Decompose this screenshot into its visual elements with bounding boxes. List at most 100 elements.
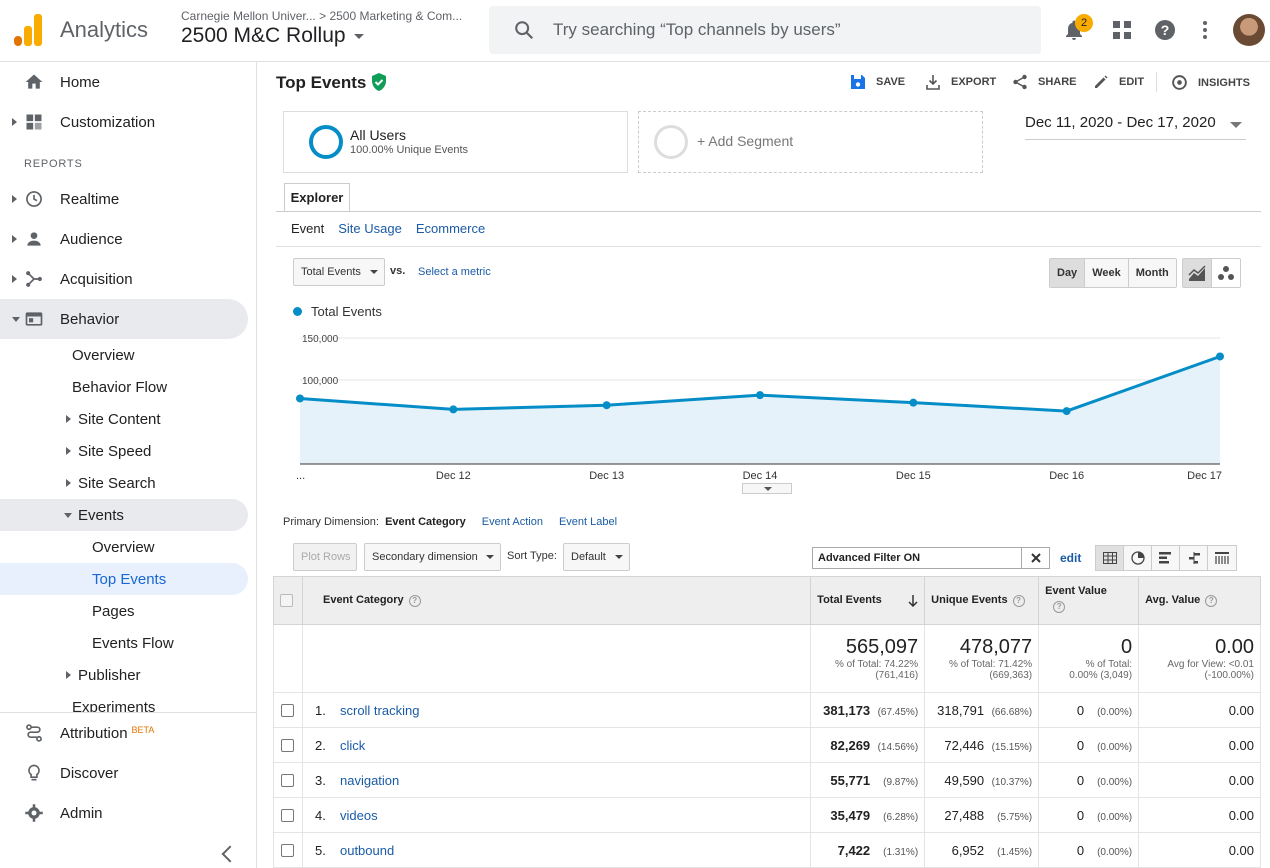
sidebar-item-attribution[interactable]: Attribution BETA	[0, 713, 248, 753]
row-checkbox[interactable]	[281, 704, 295, 718]
select-all-checkbox[interactable]	[280, 594, 293, 607]
pivot-view-icon[interactable]	[1208, 546, 1236, 570]
sidebar-item-home[interactable]: Home	[0, 62, 248, 102]
data-point[interactable]	[909, 398, 918, 407]
analytics-logo-icon[interactable]	[14, 14, 44, 46]
primary-dimension-event-action[interactable]: Event Action	[481, 516, 543, 528]
sidebar-item-acquisition[interactable]: Acquisition	[0, 259, 248, 299]
header-label: Event Value	[1045, 585, 1107, 597]
table-view-icon[interactable]	[1096, 546, 1124, 570]
clear-filter-icon[interactable]	[1021, 548, 1049, 568]
week-button[interactable]: Week	[1085, 259, 1129, 287]
sidebar-item-discover[interactable]: Discover	[0, 753, 248, 793]
row-value-percent: (0.00%)	[1097, 741, 1133, 753]
search-input[interactable]	[553, 6, 1013, 54]
line-chart-icon[interactable]	[1183, 259, 1212, 287]
subtab-site-usage[interactable]: Site Usage	[338, 221, 402, 236]
header-event-category[interactable]: Event Category?	[301, 576, 812, 625]
row-category-link[interactable]: navigation	[339, 772, 400, 788]
tab-explorer[interactable]: Explorer	[284, 183, 350, 212]
select-metric-link[interactable]: Select a metric	[418, 266, 491, 278]
share-button[interactable]: SHARE	[1012, 74, 1077, 90]
collapse-sidebar-icon[interactable]	[221, 845, 239, 863]
sidebar-item-top-events[interactable]: Top Events	[0, 563, 248, 595]
sort-type-select[interactable]: Default	[563, 543, 630, 571]
export-button[interactable]: EXPORT	[925, 74, 996, 90]
month-button[interactable]: Month	[1128, 259, 1176, 287]
primary-dimension-event-label[interactable]: Event Label	[558, 516, 618, 528]
subtab-event[interactable]: Event	[291, 221, 325, 236]
breadcrumb[interactable]: Carnegie Mellon Univer... > 2500 Marketi…	[181, 9, 462, 23]
advanced-filter-field[interactable]: Advanced Filter ON	[812, 547, 1050, 569]
sidebar-item-events-flow[interactable]: Events Flow	[0, 627, 248, 659]
data-point[interactable]	[1216, 352, 1224, 361]
plot-rows-button[interactable]: Plot Rows	[293, 543, 357, 571]
header-unique-events[interactable]: Unique Events?	[924, 576, 1040, 625]
search-bar[interactable]	[489, 6, 1041, 54]
row-category-link[interactable]: outbound	[339, 842, 395, 858]
help-icon[interactable]: ?	[1053, 601, 1066, 613]
header-total-events[interactable]: Total Events	[810, 576, 926, 625]
help-icon[interactable]: ?	[408, 594, 421, 607]
subtab-ecommerce[interactable]: Ecommerce	[415, 221, 486, 236]
data-point[interactable]	[296, 394, 304, 403]
edit-filter-link[interactable]: edit	[1060, 551, 1082, 565]
row-checkbox[interactable]	[281, 739, 295, 753]
comparison-view-icon[interactable]	[1180, 546, 1208, 570]
save-button[interactable]: SAVE	[850, 74, 905, 90]
attribution-icon	[26, 724, 42, 742]
help-icon[interactable]: ?	[1153, 18, 1177, 42]
add-segment-button[interactable]: + Add Segment	[638, 111, 983, 173]
help-icon[interactable]: ?	[1012, 594, 1025, 607]
data-point[interactable]	[1062, 407, 1071, 416]
sidebar-item-customization[interactable]: Customization	[0, 102, 248, 142]
avatar[interactable]	[1233, 14, 1265, 46]
sidebar-item-admin[interactable]: Admin	[0, 793, 248, 833]
row-category-link[interactable]: scroll tracking	[339, 702, 420, 718]
segment-all-users[interactable]: All Users 100.00% Unique Events	[283, 111, 628, 173]
sidebar-item-events-overview[interactable]: Overview	[0, 531, 248, 563]
home-icon	[25, 74, 43, 89]
chart-resize-handle[interactable]	[742, 483, 792, 494]
data-point[interactable]	[602, 401, 611, 410]
row-category-link[interactable]: videos	[339, 807, 378, 823]
sidebar-item-behavior-flow[interactable]: Behavior Flow	[0, 371, 248, 403]
help-icon[interactable]: ?	[1205, 594, 1218, 607]
sidebar-item-experiments[interactable]: Experiments	[0, 691, 248, 713]
performance-view-icon[interactable]	[1152, 546, 1180, 570]
secondary-dimension-select[interactable]: Secondary dimension	[364, 543, 501, 571]
metric-select[interactable]: Total Events	[293, 258, 385, 286]
gear-icon	[25, 804, 43, 822]
edit-button[interactable]: EDIT	[1093, 74, 1144, 90]
sidebar-item-site-content[interactable]: Site Content	[0, 403, 248, 435]
apps-grid-icon[interactable]	[1110, 18, 1134, 42]
sidebar-item-events[interactable]: Events	[0, 499, 248, 531]
row-avg-value: 0.00	[1138, 797, 1261, 833]
sidebar-item-realtime[interactable]: Realtime	[0, 179, 248, 219]
pie-view-icon[interactable]	[1124, 546, 1152, 570]
breadcrumb-property[interactable]: 2500 Marketing & Com...	[329, 9, 463, 23]
sidebar-item-behavior[interactable]: Behavior	[0, 299, 248, 339]
sidebar-item-site-speed[interactable]: Site Speed	[0, 435, 248, 467]
insights-button[interactable]: INSIGHTS	[1171, 74, 1250, 91]
sidebar-item-audience[interactable]: Audience	[0, 219, 248, 259]
view-selector[interactable]: 2500 M&C Rollup	[181, 24, 364, 48]
row-checkbox[interactable]	[281, 774, 295, 788]
header-event-value[interactable]: Event Value?	[1038, 576, 1140, 625]
row-category-link[interactable]: click	[339, 737, 366, 753]
secondary-dimension-label: Secondary dimension	[372, 551, 478, 563]
breadcrumb-account[interactable]: Carnegie Mellon Univer...	[181, 9, 316, 23]
row-checkbox[interactable]	[281, 844, 295, 858]
date-range-picker[interactable]: Dec 11, 2020 - Dec 17, 2020	[1025, 114, 1246, 140]
sidebar-item-site-search[interactable]: Site Search	[0, 467, 248, 499]
header-avg-value[interactable]: Avg. Value?	[1138, 576, 1261, 625]
data-point[interactable]	[449, 405, 458, 414]
sidebar-item-behavior-overview[interactable]: Overview	[0, 339, 248, 371]
day-button[interactable]: Day	[1050, 259, 1086, 287]
more-vert-icon[interactable]	[1193, 18, 1217, 42]
motion-chart-icon[interactable]	[1212, 259, 1240, 287]
row-checkbox[interactable]	[281, 809, 295, 823]
sidebar-item-publisher[interactable]: Publisher	[0, 659, 248, 691]
sidebar-item-pages[interactable]: Pages	[0, 595, 248, 627]
data-point[interactable]	[756, 391, 764, 400]
